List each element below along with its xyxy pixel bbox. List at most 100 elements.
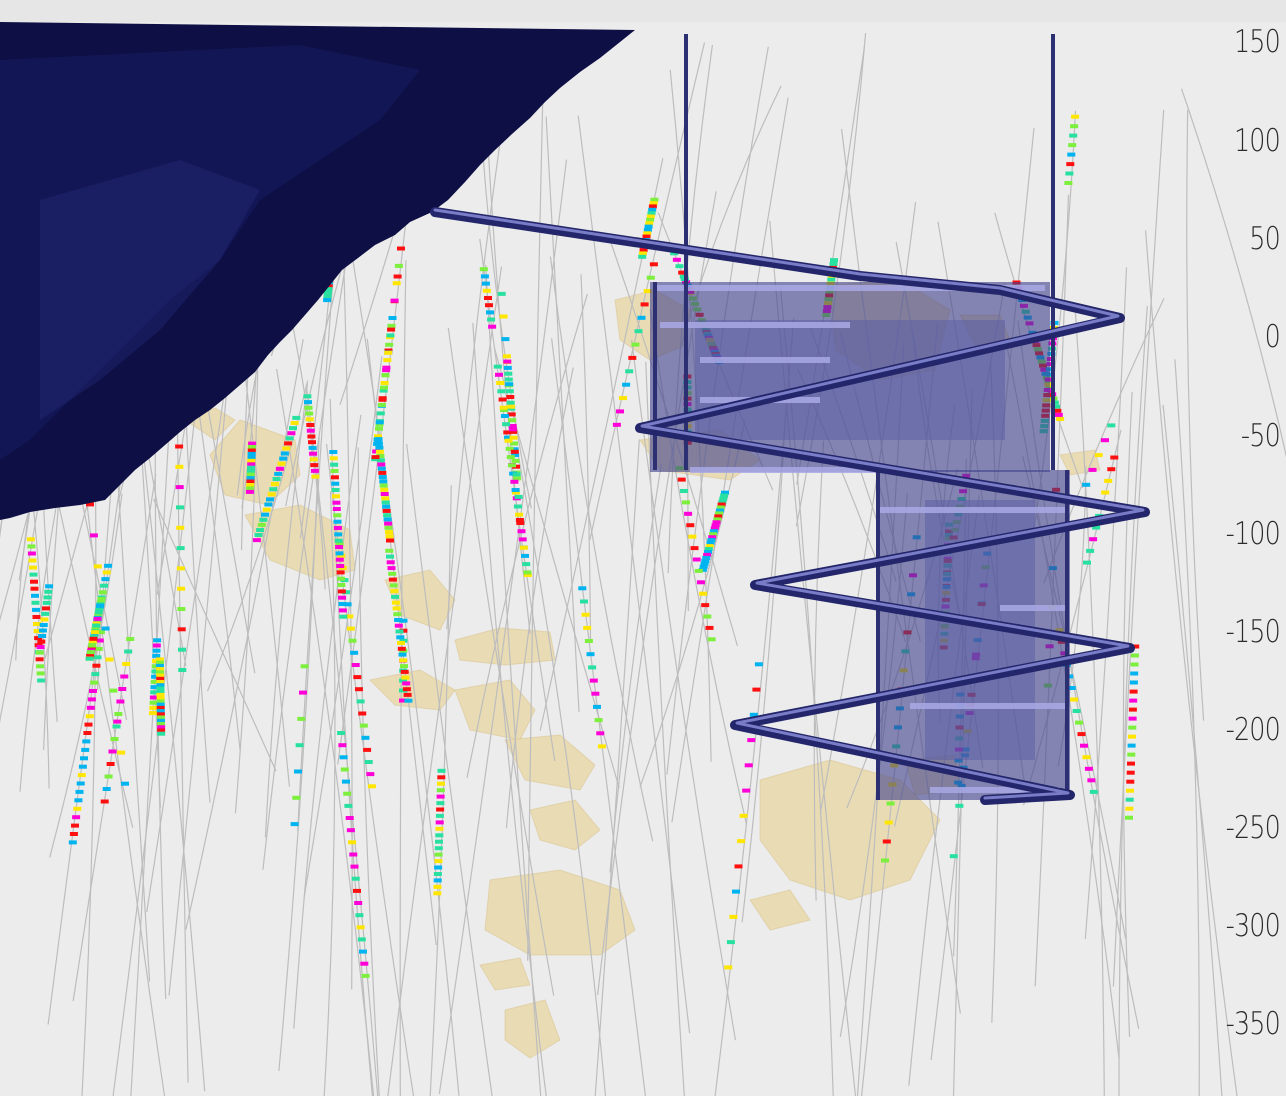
assay-interval	[392, 281, 401, 286]
assay-interval	[397, 246, 405, 251]
assay-interval	[35, 657, 44, 662]
assay-interval	[707, 538, 716, 543]
assay-interval	[330, 462, 339, 467]
assay-interval	[112, 724, 121, 729]
assay-interval	[434, 852, 443, 857]
assay-interval	[486, 310, 494, 315]
assay-interval	[73, 806, 82, 811]
assay-interval	[390, 298, 399, 303]
assay-interval	[34, 636, 43, 641]
assay-interval	[87, 645, 96, 650]
assay-interval	[517, 529, 526, 534]
assay-interval	[882, 839, 891, 844]
assay-interval	[337, 731, 346, 735]
assay-interval	[1130, 671, 1139, 676]
assay-interval	[97, 597, 106, 601]
drillhole-trace	[466, 293, 588, 779]
drillhole-trace	[1174, 359, 1200, 1096]
assay-interval	[1125, 797, 1134, 802]
assay-interval	[149, 695, 158, 700]
assay-interval	[1126, 770, 1135, 775]
assay-interval	[514, 494, 523, 499]
assay-interval	[433, 878, 442, 883]
assay-interval	[86, 650, 95, 655]
assay-interval	[393, 274, 402, 279]
assay-interval	[699, 564, 708, 569]
assay-interval	[361, 735, 370, 740]
assay-interval	[156, 705, 165, 710]
assay-interval	[484, 296, 492, 300]
assay-interval	[331, 481, 340, 486]
assay-interval	[339, 614, 348, 619]
assay-interval	[256, 528, 265, 532]
assay-interval	[45, 584, 54, 589]
assay-interval	[497, 389, 506, 394]
assay-interval	[156, 709, 165, 714]
assay-interval	[150, 679, 159, 684]
assay-interval	[275, 466, 284, 471]
assay-interval	[177, 586, 186, 591]
assay-interval	[637, 315, 646, 320]
assay-interval	[81, 747, 90, 752]
assay-interval	[675, 264, 684, 269]
assay-interval	[719, 496, 728, 501]
assay-interval	[1101, 438, 1109, 443]
assay-intervals	[23, 114, 1140, 978]
assay-interval	[591, 691, 600, 696]
assay-interval	[310, 468, 319, 473]
orebody	[454, 627, 556, 666]
assay-interval	[383, 358, 392, 363]
assay-interval	[90, 680, 99, 685]
assay-interval	[150, 690, 159, 695]
assay-interval	[375, 426, 383, 431]
drillhole-trace	[594, 439, 640, 1096]
assay-interval	[709, 532, 718, 537]
assay-interval	[619, 396, 627, 401]
assay-interval	[1126, 779, 1135, 784]
assay-interval	[1130, 653, 1139, 658]
assay-interval	[479, 267, 488, 272]
assay-interval	[108, 749, 117, 754]
assay-interval	[337, 589, 346, 594]
assay-interval	[357, 937, 366, 942]
assay-interval	[252, 538, 261, 543]
assay-interval	[156, 702, 165, 707]
assay-interval	[259, 517, 268, 522]
assay-interval	[502, 354, 511, 359]
assay-interval	[114, 712, 123, 716]
assay-interval	[353, 675, 362, 680]
assay-interval	[264, 502, 273, 507]
assay-interval	[31, 593, 39, 598]
assay-interval	[176, 566, 185, 571]
assay-interval	[1131, 644, 1140, 649]
assay-interval	[386, 560, 395, 565]
assay-interval	[949, 854, 958, 859]
assay-interval	[1064, 181, 1073, 185]
drillhole-trace	[438, 159, 568, 1094]
assay-interval	[156, 689, 165, 694]
assay-interval	[117, 750, 126, 755]
assay-interval	[515, 512, 524, 517]
assay-interval	[307, 434, 316, 439]
assay-interval	[305, 411, 314, 416]
assay-interval	[513, 476, 521, 481]
assay-interval	[324, 287, 333, 292]
assay-interval	[435, 820, 444, 825]
assay-interval	[151, 664, 160, 669]
assay-interval	[355, 687, 363, 692]
assay-interval	[435, 833, 444, 838]
assay-interval	[157, 728, 166, 733]
assay-interval	[247, 458, 256, 463]
assay-interval	[96, 603, 105, 608]
assay-interval	[337, 576, 345, 581]
assay-interval	[501, 337, 510, 342]
assay-interval	[386, 554, 394, 559]
assay-interval	[381, 373, 390, 378]
assay-interval	[648, 204, 657, 209]
assay-interval	[744, 763, 753, 768]
assay-interval	[94, 613, 103, 618]
assay-interval	[692, 557, 701, 562]
assay-interval	[69, 832, 78, 836]
